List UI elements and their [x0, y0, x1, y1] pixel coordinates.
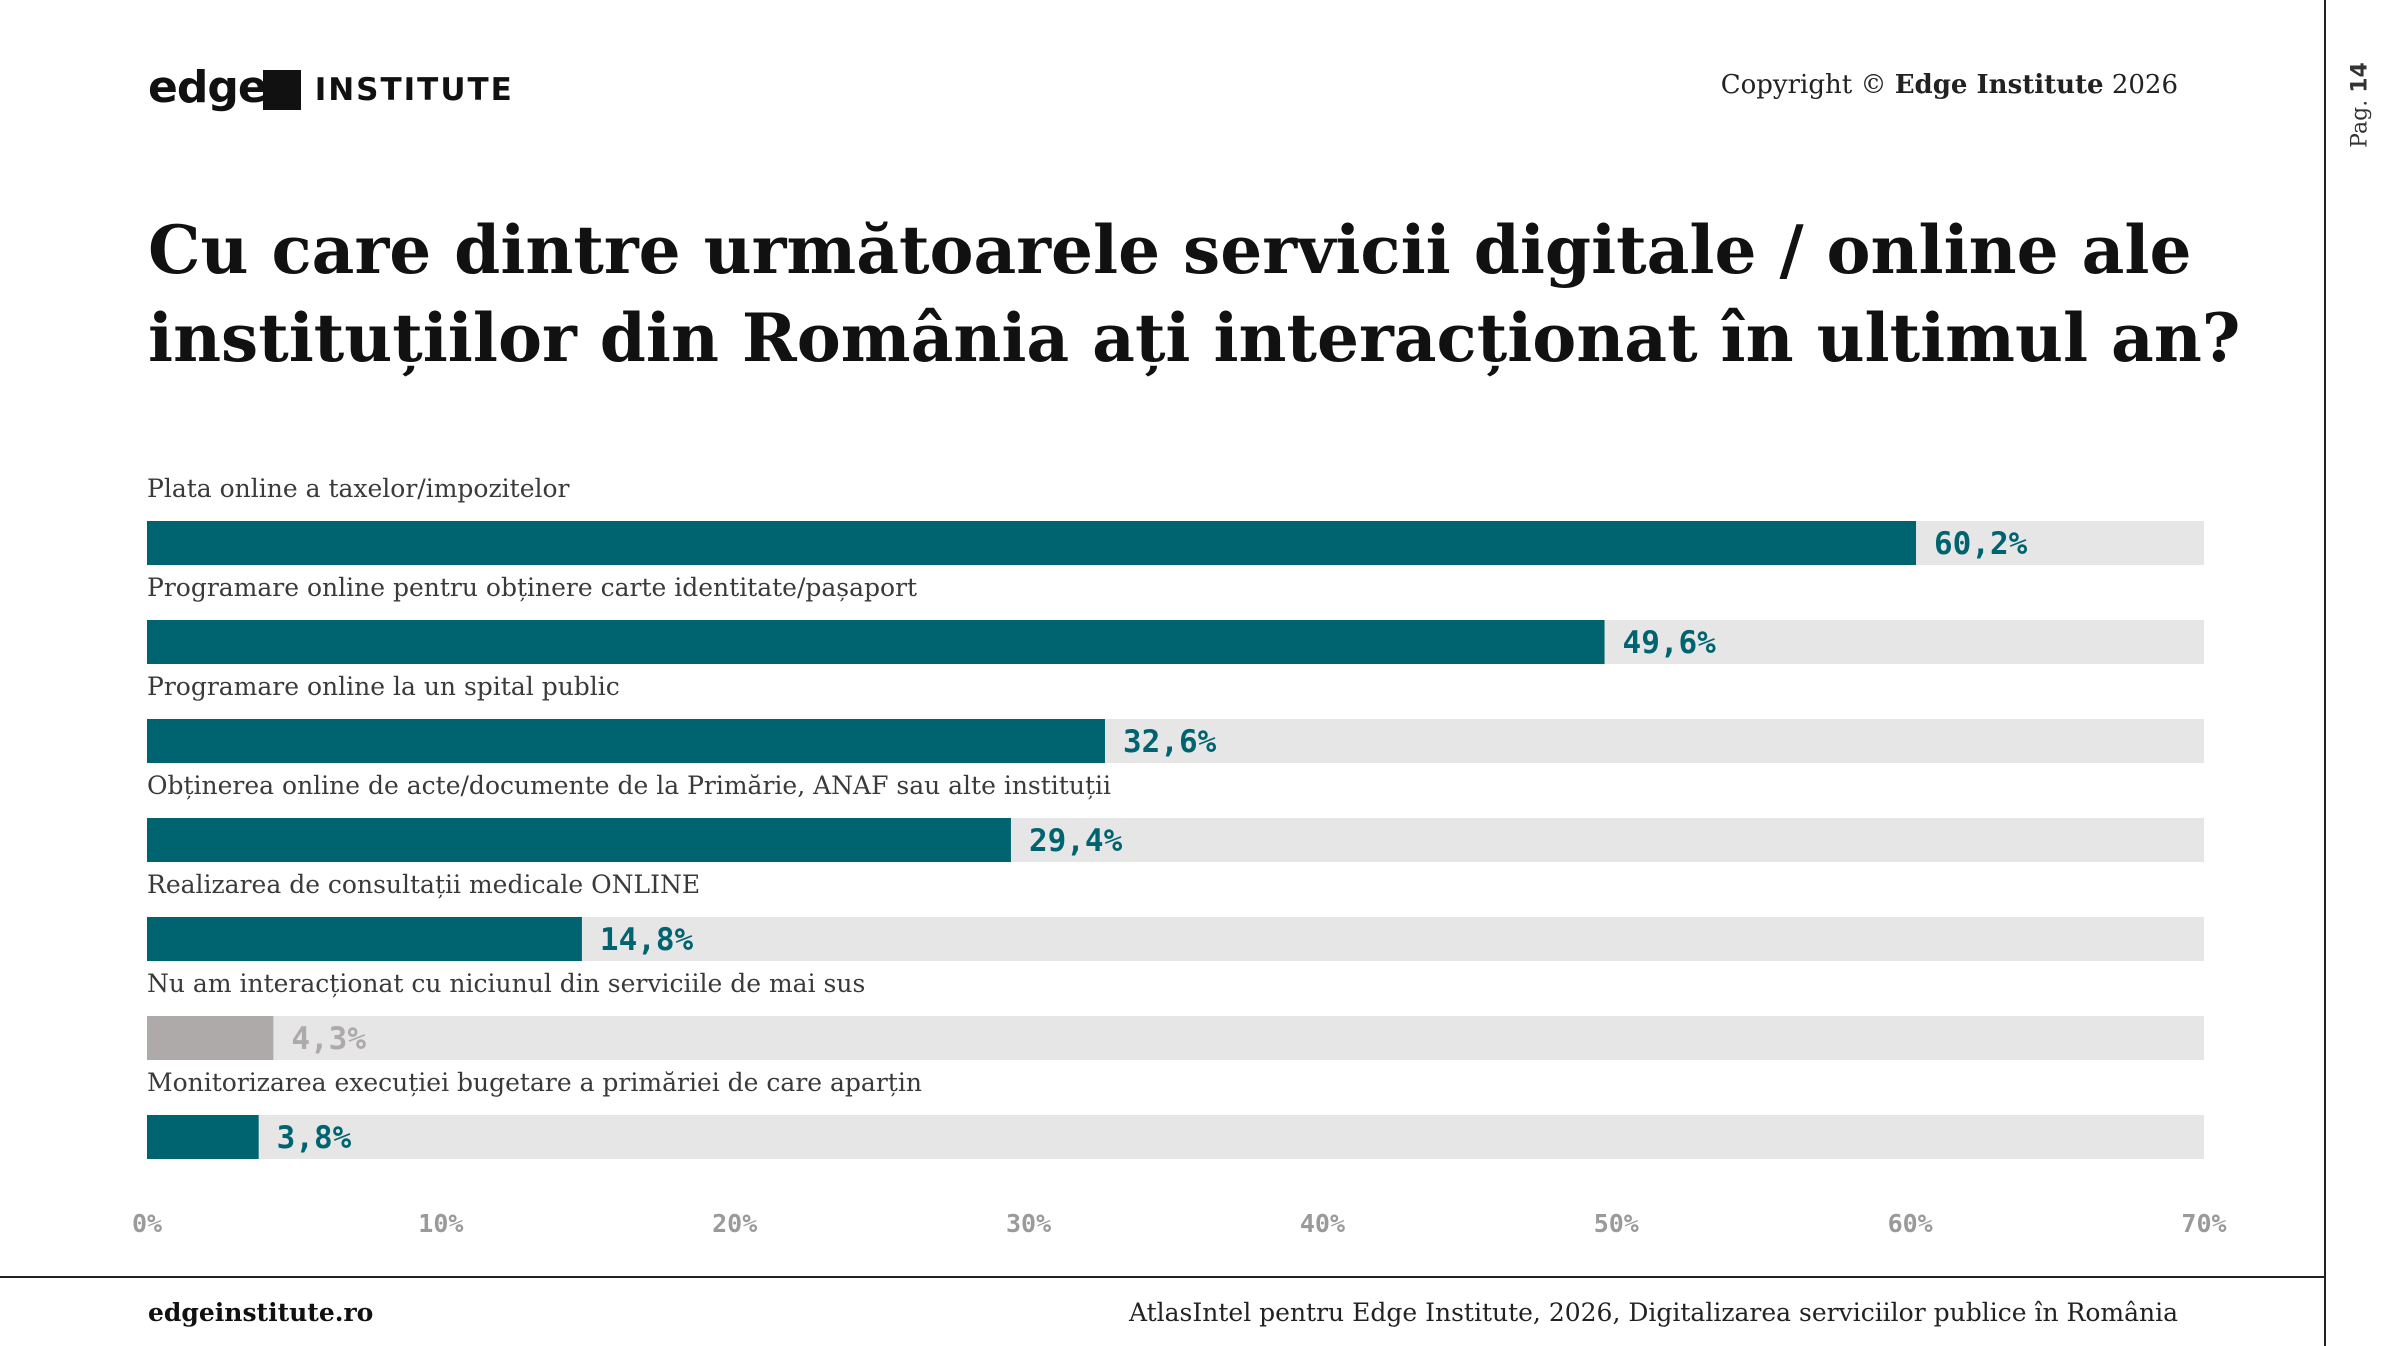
copyright-prefix: Copyright © — [1720, 70, 1887, 100]
side-divider — [2324, 0, 2326, 1346]
x-tick-label: 60% — [1888, 1209, 1933, 1238]
chart-title: Cu care dintre următoarele servicii digi… — [148, 211, 2241, 377]
category-label: Realizarea de consultații medicale ONLIN… — [147, 870, 700, 899]
bar — [147, 521, 1917, 565]
copyright-notice: Copyright © Edge Institute 2026 — [1721, 70, 2178, 100]
value-label: 49,6% — [1623, 625, 1717, 661]
category-label: Plata online a taxelor/impozitelor — [147, 474, 570, 503]
copyright-brand: Edge Institute — [1894, 70, 2104, 100]
copyright-year: 2026 — [2111, 70, 2178, 100]
logo-block-mark — [262, 70, 301, 110]
footer-source: AtlasIntel pentru Edge Institute, 2026, … — [1129, 1298, 2178, 1327]
x-tick-label: 20% — [712, 1209, 757, 1238]
logo-wordmark: edge — [148, 61, 268, 113]
value-label: 60,2% — [1934, 526, 2028, 562]
category-label: Programare online pentru obținere carte … — [147, 573, 917, 602]
x-tick-label: 10% — [418, 1209, 463, 1238]
category-label: Obținerea online de acte/documente de la… — [147, 771, 1111, 800]
category-label: Monitorizarea execuției bugetare a primă… — [147, 1068, 922, 1097]
bar — [147, 1115, 259, 1159]
bar — [147, 620, 1605, 664]
value-label: 4,3% — [291, 1021, 366, 1057]
bar-track — [147, 1115, 2204, 1159]
category-label: Programare online la un spital public — [147, 672, 620, 701]
value-label: 29,4% — [1029, 823, 1123, 859]
edge-institute-logo: edge INSTITUTE — [148, 60, 514, 114]
x-tick-label: 30% — [1006, 1209, 1051, 1238]
bar — [147, 719, 1105, 763]
value-label: 14,8% — [600, 922, 694, 958]
value-label: 32,6% — [1123, 724, 1217, 760]
footer-website: edgeinstitute.ro — [148, 1298, 374, 1327]
category-label: Nu am interacționat cu niciunul din serv… — [147, 969, 865, 998]
x-tick-label: 70% — [2181, 1209, 2226, 1238]
bar — [147, 818, 1011, 862]
x-tick-label: 40% — [1300, 1209, 1345, 1238]
bar-track — [147, 1016, 2204, 1060]
bar — [147, 1016, 274, 1060]
bar — [147, 917, 582, 961]
x-tick-label: 0% — [132, 1209, 162, 1238]
x-tick-label: 50% — [1594, 1209, 1639, 1238]
logo-institute-text: INSTITUTE — [314, 72, 514, 108]
value-label: 3,8% — [277, 1120, 352, 1156]
footer-divider — [0, 1276, 2324, 1278]
